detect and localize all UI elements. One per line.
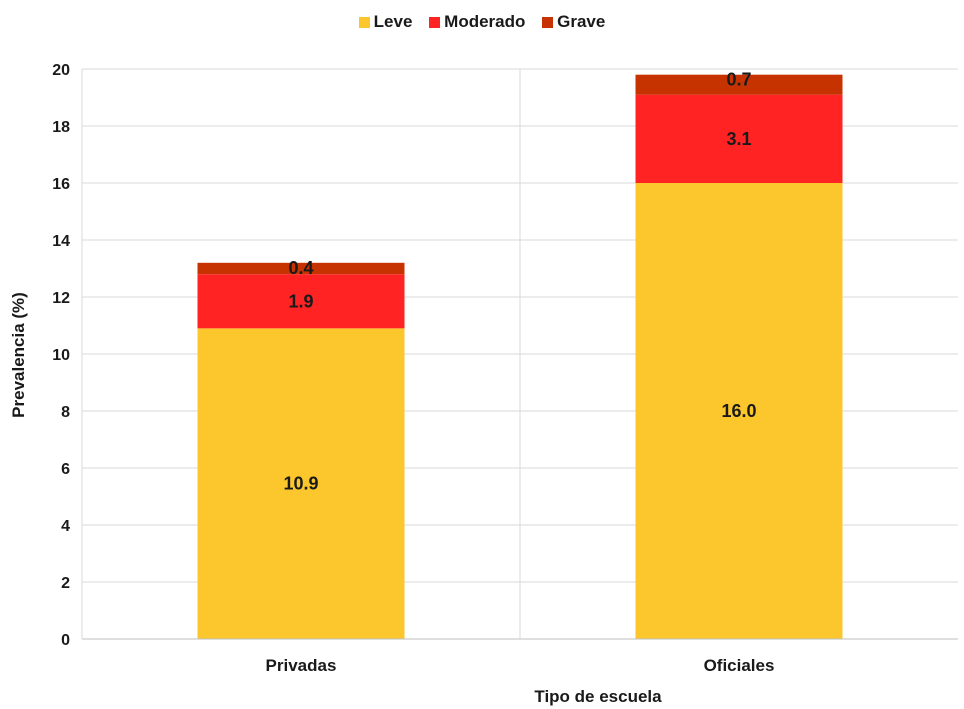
data-label-moderado-privadas: 1.9 [288, 291, 313, 311]
bar-moderado-oficiales [635, 94, 843, 183]
bar-leve-oficiales [635, 183, 843, 639]
chart-legend: Leve Moderado Grave [0, 12, 964, 32]
y-tick-label: 0 [61, 632, 70, 649]
legend-label-grave: Grave [557, 12, 606, 31]
axes: 0 2 4 6 8 10 12 14 16 18 20 Privadas Oficiales [52, 62, 958, 675]
x-axis-title: Tipo de escuela [534, 687, 662, 706]
y-tick-label: 14 [52, 233, 70, 250]
bar-grave-privadas [197, 262, 405, 275]
bar-leve-privadas [197, 328, 405, 639]
legend-item-grave: Grave [542, 12, 605, 32]
y-tick-label: 10 [52, 347, 70, 364]
y-tick-label: 12 [52, 290, 70, 307]
legend-label-leve: Leve [373, 12, 413, 31]
legend-swatch-leve [358, 17, 370, 28]
legend-item-moderado: Moderado [429, 12, 525, 32]
data-labels: 10.9 1.9 0.4 16.0 3.1 0.7 [283, 70, 756, 494]
data-label-leve-privadas: 10.9 [283, 474, 318, 494]
y-tick-label: 20 [52, 62, 70, 79]
y-tick-label: 8 [61, 404, 70, 421]
y-tick-label: 16 [52, 176, 70, 193]
legend-item-leve: Leve [358, 12, 413, 32]
data-label-grave-privadas: 0.4 [288, 258, 313, 278]
x-tick-label-privadas: Privadas [266, 656, 337, 675]
y-axis-title: Prevalencia (%) [9, 292, 28, 418]
data-label-leve-oficiales: 16.0 [721, 401, 756, 421]
y-tick-label: 4 [61, 518, 70, 535]
bars [197, 74, 843, 639]
bar-moderado-privadas [197, 274, 405, 329]
legend-swatch-moderado [429, 17, 441, 28]
x-tick-label-oficiales: Oficiales [704, 656, 775, 675]
y-tick-label: 6 [61, 461, 70, 478]
y-tick-label: 18 [52, 119, 70, 136]
legend-swatch-grave [542, 17, 554, 28]
legend-label-moderado: Moderado [444, 12, 526, 31]
bar-grave-oficiales [635, 74, 843, 95]
data-label-moderado-oficiales: 3.1 [726, 129, 751, 149]
data-label-grave-oficiales: 0.7 [726, 70, 751, 90]
y-tick-label: 2 [61, 575, 70, 592]
